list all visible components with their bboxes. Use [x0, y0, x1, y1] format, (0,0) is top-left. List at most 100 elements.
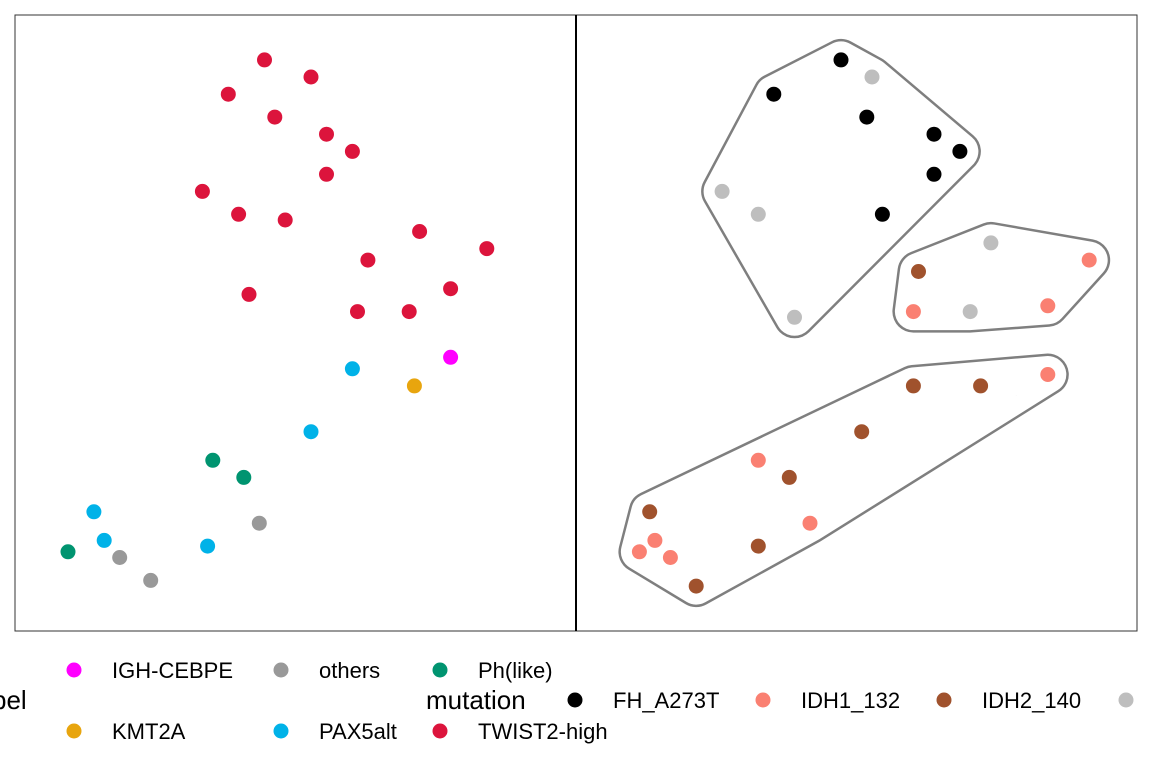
data-point: [874, 206, 890, 222]
legend-key: [432, 723, 448, 739]
data-point: [662, 550, 678, 565]
legend-key: [1118, 692, 1134, 708]
data-point: [833, 52, 849, 68]
data-point: [86, 504, 102, 520]
legend-item-kmt2a: KMT2A: [66, 719, 186, 744]
legend-item-pax5alt: PAX5alt: [273, 719, 397, 744]
legend-label: PAX5alt: [319, 719, 397, 744]
panel-background: [15, 15, 576, 631]
panel-left: [14, 14, 577, 632]
panel-right: [575, 14, 1138, 632]
data-point: [911, 264, 926, 279]
legend-key: [66, 662, 82, 678]
series-ph-like: [60, 452, 252, 560]
legend-item-fh-a273t: FH_A273T: [567, 688, 719, 713]
panels: [14, 14, 1138, 632]
data-point: [220, 86, 236, 102]
data-point: [750, 452, 766, 468]
data-point: [750, 206, 766, 222]
data-point: [319, 166, 334, 182]
legend-item-ph-like: Ph(like): [432, 658, 553, 683]
legend-label: IGH-CEBPE: [112, 658, 233, 683]
data-point: [277, 212, 293, 228]
data-point: [766, 86, 782, 102]
data-point: [143, 572, 159, 588]
legend-label: Ph(like): [478, 658, 553, 683]
series-kmt2a: [406, 378, 422, 394]
legend-title-label: bel: [0, 685, 27, 715]
legend-label: FH_A273T: [613, 688, 719, 713]
data-point: [952, 143, 968, 159]
data-point: [60, 544, 76, 560]
data-point: [360, 252, 376, 268]
data-point: [344, 143, 360, 159]
data-point: [1040, 298, 1056, 314]
series-igh-cebpe: [443, 349, 459, 365]
legend: bel IGH-CEBPE others Ph(like) KMT2A PAX5alt TW…: [0, 658, 1134, 744]
data-point: [864, 69, 880, 85]
data-point: [714, 183, 730, 199]
data-point: [194, 183, 210, 199]
legend-key: [755, 692, 771, 708]
legend-item-twist2-high: TWIST2-high: [432, 719, 608, 744]
legend-item-others: others: [273, 658, 380, 683]
data-point: [973, 378, 989, 394]
data-point: [267, 109, 283, 125]
series-idh2-140: [642, 264, 989, 594]
hull-fill-middle: [894, 224, 1108, 331]
data-point: [787, 309, 802, 325]
data-point: [205, 452, 221, 468]
legend-key: [567, 692, 583, 708]
data-point: [231, 206, 247, 222]
data-point: [401, 304, 417, 320]
legend-title-mutation: mutation: [426, 685, 526, 715]
data-point: [319, 126, 334, 142]
data-point: [350, 304, 365, 320]
legend-key: [66, 723, 82, 739]
data-point: [344, 361, 360, 377]
data-point: [983, 235, 999, 251]
data-point: [96, 532, 112, 548]
legend-key: [432, 662, 448, 678]
data-point: [443, 349, 459, 365]
data-point: [905, 378, 921, 394]
series-unlabeled: [714, 69, 999, 325]
data-point: [251, 515, 267, 531]
data-point: [781, 469, 797, 485]
data-point: [1040, 367, 1056, 382]
legend-key: [936, 692, 952, 708]
legend-item-idh2-140: IDH2_140: [936, 688, 1081, 713]
data-point: [200, 538, 216, 554]
series-others: [112, 515, 267, 588]
series-pax5alt: [86, 361, 360, 554]
legend-key: [273, 723, 289, 739]
data-point: [412, 224, 428, 239]
legend-label: others: [319, 658, 380, 683]
data-point: [642, 504, 658, 520]
legend-label: TWIST2-high: [478, 719, 608, 744]
data-point: [802, 515, 818, 531]
legend-label: KMT2A: [112, 719, 186, 744]
data-point: [112, 550, 128, 565]
data-point: [688, 578, 704, 594]
legend-label: IDH2_140: [982, 688, 1081, 713]
data-point: [854, 424, 870, 440]
legend-key: [273, 662, 289, 678]
data-point: [859, 109, 875, 125]
series-fh-a273t: [766, 52, 968, 222]
data-point: [479, 241, 495, 257]
data-point: [241, 286, 257, 302]
data-point: [962, 304, 978, 320]
data-point: [406, 378, 422, 394]
data-point: [443, 281, 459, 297]
series-idh1-132: [631, 252, 1097, 565]
legend-label: IDH1_132: [801, 688, 900, 713]
legend-item-unlabeled: [1118, 692, 1134, 708]
data-point: [257, 52, 272, 68]
data-point: [303, 69, 319, 85]
data-point: [905, 304, 921, 320]
data-point: [750, 538, 766, 554]
legend-item-igh-cebpe: IGH-CEBPE: [66, 658, 233, 683]
data-point: [647, 532, 663, 548]
